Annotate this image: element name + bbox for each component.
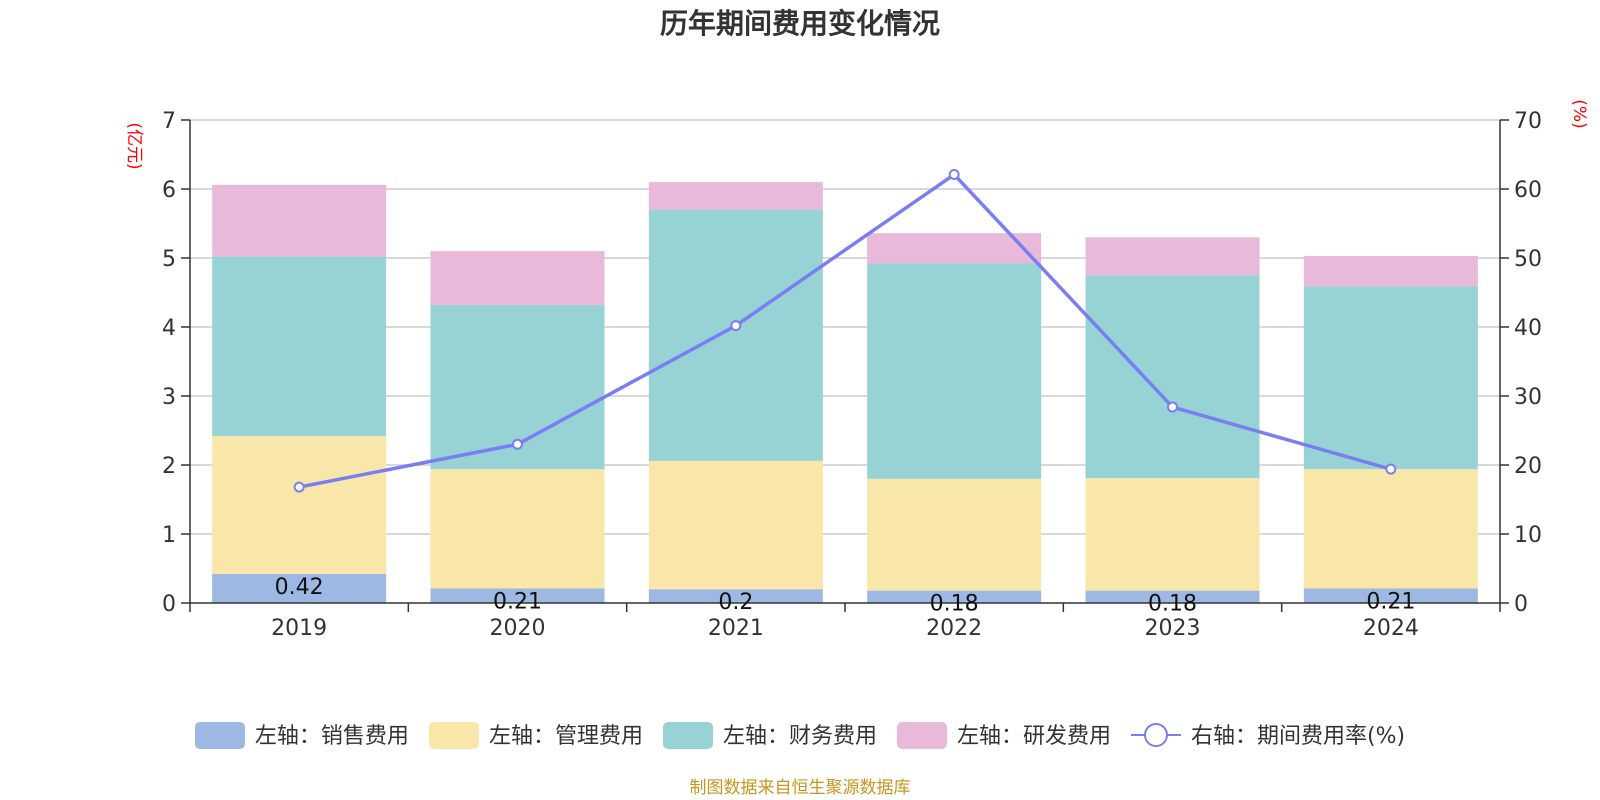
bar-labels: 0.42 0.21 0.2 0.18 0.18 0.21: [275, 575, 1416, 617]
legend: 左轴：销售费用 左轴：管理费用 左轴：财务费用 左轴：研发费用 右轴：期间费用率(%): [194, 722, 1405, 749]
bar-segment-4: [1303, 255, 1478, 287]
bar-segment-4: [430, 251, 605, 305]
bar-segment-2: [212, 436, 387, 575]
right-tick-label: 40: [1514, 316, 1542, 341]
legend-swatch: [896, 722, 947, 749]
rate-line: [293, 169, 1397, 493]
bar-segment-3: [648, 209, 823, 461]
right-tick-label: 10: [1514, 523, 1542, 548]
bar-segment-2: [648, 460, 823, 590]
bar-segment-2: [1303, 469, 1478, 589]
bar-segment-1: [648, 589, 823, 603]
bar-segment-1: [212, 574, 387, 603]
rate-point: [948, 169, 960, 181]
legend-item-5[interactable]: 右轴：期间费用率(%): [1130, 723, 1405, 749]
bar-segment-4: [212, 184, 387, 257]
right-tick-label: 0: [1514, 592, 1528, 617]
source-note: 制图数据来自恒生聚源数据库: [690, 778, 911, 798]
right-tick-label: 30: [1514, 385, 1542, 410]
left-tick-label: 0: [162, 592, 176, 617]
legend-label: 左轴：财务费用: [723, 724, 877, 749]
left-axis-unit: (亿元): [124, 122, 144, 169]
legend-marker: [1143, 723, 1168, 747]
left-tick-label: 3: [162, 385, 176, 410]
bar-data-label: 0.21: [493, 590, 542, 615]
legend-label: 左轴：研发费用: [957, 724, 1111, 749]
right-tick-label: 20: [1514, 454, 1542, 479]
legend-label: 左轴：管理费用: [489, 724, 643, 749]
legend-item-2[interactable]: 左轴：管理费用: [428, 722, 643, 749]
left-tick-label: 2: [162, 454, 176, 479]
grid-lines: [190, 119, 1500, 535]
rate-point: [293, 481, 305, 493]
left-tick-label: 6: [162, 178, 176, 203]
bar-segment-3: [867, 263, 1042, 479]
legend-swatch: [428, 722, 479, 749]
rate-point: [1385, 463, 1397, 475]
bar-segment-3: [1303, 286, 1478, 470]
rate-point: [730, 320, 742, 332]
right-tick-label: 50: [1514, 247, 1542, 272]
bar-segment-3: [212, 256, 387, 437]
bar-data-label: 0.18: [1148, 592, 1197, 617]
legend-label: 左轴：销售费用: [255, 724, 409, 749]
bar-data-label: 0.21: [1366, 590, 1415, 615]
bar-segment-4: [648, 182, 823, 210]
x-tick-label: 2022: [926, 616, 982, 641]
left-tick-label: 7: [162, 109, 176, 134]
bar-data-label: 0.42: [275, 575, 324, 600]
legend-item-3[interactable]: 左轴：财务费用: [662, 722, 877, 749]
bar-segment-3: [1085, 275, 1260, 479]
bar-segment-1: [1085, 590, 1260, 603]
rate-point: [1167, 401, 1178, 413]
x-tick-label: 2020: [490, 616, 546, 641]
legend-label: 右轴：期间费用率(%): [1191, 724, 1405, 749]
left-tick-label: 4: [162, 316, 176, 341]
legend-swatch: [662, 722, 713, 749]
bar-segment-1: [1303, 588, 1478, 603]
x-tick-label: 2023: [1145, 616, 1201, 641]
bar-segment-4: [1085, 237, 1260, 276]
bars: [212, 182, 1478, 603]
left-tick-label: 5: [162, 247, 176, 272]
rate-point: [512, 438, 523, 450]
legend-item-4[interactable]: 左轴：研发费用: [896, 722, 1111, 749]
bar-data-label: 0.18: [930, 592, 979, 617]
bar-data-label: 0.2: [718, 590, 753, 615]
rate-line-path: [298, 172, 1392, 489]
bar-segment-2: [430, 469, 605, 589]
left-tick-label: 1: [162, 523, 176, 548]
legend-item-1[interactable]: 左轴：销售费用: [194, 722, 409, 749]
right-tick-label: 70: [1514, 109, 1542, 134]
x-tick-label: 2024: [1363, 616, 1419, 641]
right-tick-label: 60: [1514, 178, 1542, 203]
bar-segment-1: [867, 590, 1042, 603]
right-axis-unit: (%): [1569, 99, 1589, 128]
bar-segment-1: [430, 588, 605, 603]
bar-segment-2: [1085, 478, 1260, 591]
x-tick-label: 2021: [708, 616, 764, 641]
bar-segment-2: [867, 478, 1042, 591]
chart-title: 历年期间费用变化情况: [660, 7, 940, 40]
legend-swatch: [194, 722, 245, 749]
x-tick-label: 2019: [271, 616, 327, 641]
